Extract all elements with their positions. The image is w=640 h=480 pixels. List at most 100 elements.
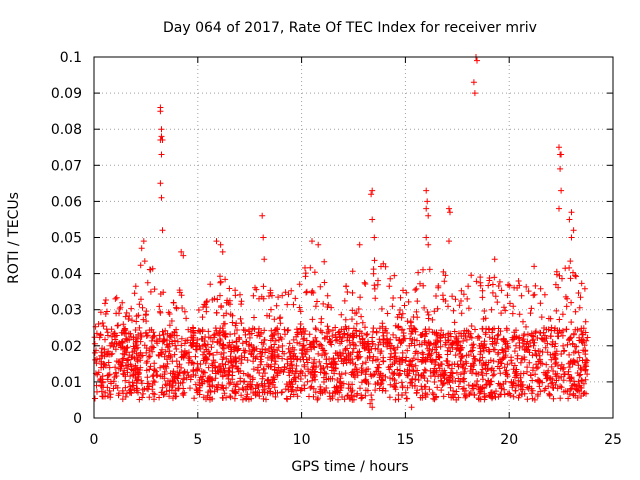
data-point: [170, 299, 177, 306]
data-point: [309, 377, 316, 384]
y-tick-label: 0.06: [51, 194, 82, 210]
data-point: [485, 282, 492, 289]
data-point: [507, 300, 513, 307]
data-point: [458, 287, 465, 294]
data-point: [388, 350, 395, 357]
data-point: [387, 356, 394, 363]
data-point: [376, 336, 383, 343]
data-point: [449, 293, 456, 300]
data-point: [279, 348, 286, 355]
data-point: [134, 376, 141, 383]
data-point: [176, 361, 183, 368]
data-point: [130, 367, 137, 374]
data-point: [527, 372, 534, 378]
data-point: [374, 364, 381, 371]
data-point: [331, 384, 338, 391]
data-point: [378, 380, 385, 387]
data-point: [517, 359, 524, 366]
data-point: [166, 340, 173, 347]
data-point: [349, 316, 355, 323]
data-point: [268, 327, 275, 334]
data-point: [426, 266, 433, 273]
data-point: [526, 359, 533, 366]
data-point: [260, 365, 267, 372]
data-point: [100, 323, 107, 330]
data-point: [440, 268, 447, 275]
data-point: [306, 331, 313, 338]
data-point: [217, 292, 223, 299]
x-tick-label: 5: [193, 432, 202, 448]
data-point: [467, 330, 474, 337]
data-point: [122, 384, 129, 391]
data-point: [468, 363, 475, 370]
data-point: [334, 336, 341, 343]
data-point: [411, 326, 418, 333]
data-point: [584, 371, 591, 378]
data-point: [218, 351, 225, 358]
data-point: [244, 371, 251, 378]
data-point: [432, 359, 438, 366]
data-point: [407, 335, 413, 342]
data-point: [504, 292, 511, 299]
data-point: [220, 385, 227, 392]
data-point: [136, 301, 143, 308]
data-point: [479, 372, 486, 379]
data-point: [479, 294, 486, 301]
data-point: [498, 385, 505, 392]
data-point: [176, 287, 183, 294]
data-point: [232, 322, 239, 329]
data-point: [221, 390, 228, 397]
data-point: [350, 341, 357, 348]
data-point: [499, 347, 506, 354]
data-point: [136, 324, 143, 331]
data-point: [297, 326, 304, 333]
data-point: [126, 389, 133, 396]
data-point: [242, 386, 249, 393]
data-point: [465, 283, 472, 290]
data-point: [288, 287, 295, 294]
data-point: [102, 336, 108, 343]
data-point: [329, 327, 336, 334]
data-point: [357, 385, 363, 392]
data-point: [302, 273, 309, 280]
data-point: [482, 362, 489, 369]
data-point: [578, 377, 585, 384]
data-point: [580, 331, 586, 338]
data-point: [112, 336, 119, 343]
data-point: [427, 373, 434, 380]
data-point: [489, 281, 496, 288]
data-point: [501, 391, 508, 398]
data-point: [138, 296, 144, 303]
data-point: [251, 314, 257, 321]
data-point: [475, 371, 482, 378]
data-point: [139, 304, 146, 311]
data-point: [125, 316, 132, 322]
data-point: [200, 394, 207, 401]
data-point: [427, 367, 434, 374]
data-point: [519, 382, 526, 388]
data-point: [422, 328, 429, 335]
data-point: [463, 392, 469, 399]
data-point: [556, 144, 562, 151]
data-point: [409, 363, 415, 370]
data-point: [218, 302, 225, 309]
data-point: [547, 351, 554, 358]
data-point: [181, 308, 188, 315]
data-point: [301, 385, 308, 392]
data-point: [364, 355, 371, 361]
data-point: [157, 108, 164, 115]
data-point: [99, 345, 105, 352]
data-point: [161, 353, 168, 360]
data-point: [311, 269, 318, 276]
data-point: [395, 371, 402, 378]
data-point: [259, 382, 266, 389]
data-point: [516, 311, 523, 318]
data-point: [190, 339, 197, 346]
data-point: [252, 284, 258, 291]
data-point: [362, 359, 369, 366]
data-point: [474, 57, 480, 64]
data-point: [220, 312, 227, 319]
data-point: [388, 342, 395, 349]
y-tick-label: 0.04: [51, 267, 82, 283]
data-point: [442, 272, 449, 279]
